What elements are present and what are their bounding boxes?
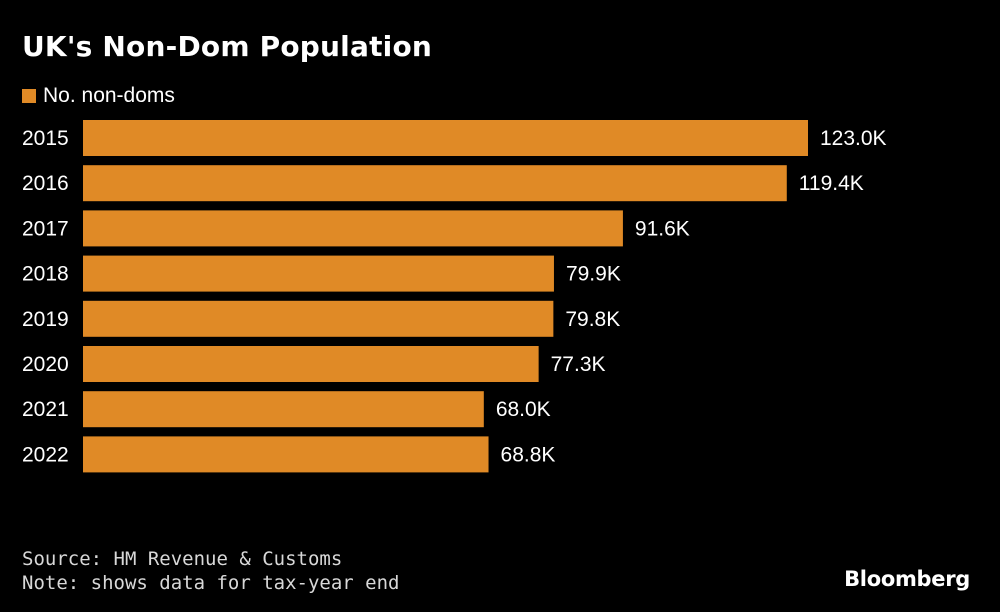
value-label: 79.9K — [566, 263, 621, 286]
bar-2022 — [83, 436, 489, 473]
value-label: 123.0K — [820, 127, 887, 150]
bloomberg-logo: Bloomberg — [844, 567, 970, 591]
bar-2019 — [83, 300, 554, 337]
data-note: Note: shows data for tax-year end — [22, 572, 400, 594]
legend-label: No. non-doms — [43, 84, 175, 107]
bar-2017 — [83, 210, 623, 247]
value-label: 91.6K — [635, 217, 690, 240]
bar-2021 — [83, 391, 484, 428]
value-label: 119.4K — [799, 172, 864, 195]
bar-2015 — [83, 120, 808, 156]
source-note: Source: HM Revenue & Customs — [22, 548, 343, 570]
category-label: 2017 — [22, 217, 69, 240]
bar-chart: 2015 123.0K 2016 119.4K 2017 91.6K 2018 79.9K 20… — [22, 120, 887, 473]
value-label: 77.3K — [551, 353, 606, 376]
value-label: 68.0K — [496, 398, 551, 421]
legend-swatch — [22, 89, 36, 103]
chart-legend: No. non-doms — [22, 84, 175, 108]
chart-footer: Source: HM Revenue & Customs Note: shows… — [22, 547, 400, 595]
value-label: 79.8K — [565, 308, 620, 331]
category-label: 2018 — [22, 263, 69, 286]
category-label: 2022 — [22, 443, 69, 466]
chart-title: UK's Non-Dom Population — [22, 30, 433, 63]
bar-2020 — [83, 346, 539, 382]
category-label: 2021 — [22, 398, 69, 421]
value-label: 68.8K — [501, 443, 556, 466]
category-label: 2019 — [22, 308, 69, 331]
bar-2018 — [83, 255, 554, 292]
bar-2016 — [83, 165, 787, 202]
category-label: 2016 — [22, 172, 69, 195]
category-label: 2020 — [22, 353, 69, 376]
category-label: 2015 — [22, 127, 69, 150]
